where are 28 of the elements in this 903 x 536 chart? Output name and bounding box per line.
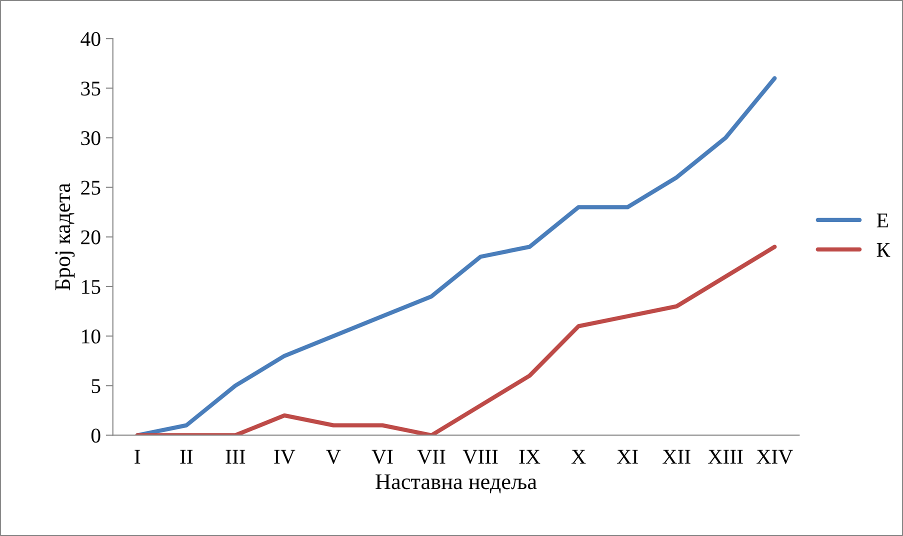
legend-label: К xyxy=(876,243,890,257)
x-tick-label: III xyxy=(226,450,246,464)
x-tick-label: XI xyxy=(617,450,638,464)
y-tick-label: 10 xyxy=(82,329,100,344)
y-axis-title: Број кадета xyxy=(55,183,75,290)
y-tick-label: 35 xyxy=(81,82,100,96)
y-tick-label: 40 xyxy=(80,32,100,46)
x-tick-label: XII xyxy=(662,450,690,464)
y-tick-label: 20 xyxy=(81,230,100,244)
x-tick-label: VIII xyxy=(462,450,498,464)
x-tick-label: II xyxy=(180,450,193,464)
x-tick-label: VI xyxy=(372,450,393,464)
x-tick-label: IX xyxy=(519,450,540,464)
x-tick-label: IV xyxy=(274,450,296,464)
y-tick-label: 25 xyxy=(81,180,100,195)
x-tick-label: XIV xyxy=(756,450,793,464)
x-tick-label: V xyxy=(326,450,341,464)
x-axis-title: Наставна недеља xyxy=(376,474,537,494)
y-tick-label: 5 xyxy=(92,379,100,394)
x-tick-label: I xyxy=(134,450,140,464)
y-tick-label: 0 xyxy=(91,428,100,443)
y-tick-label: 30 xyxy=(81,131,100,146)
x-tick-label: XIII xyxy=(708,450,743,464)
line-series xyxy=(135,244,777,436)
x-tick-label: X xyxy=(572,450,586,464)
legend-label: Е xyxy=(876,214,888,228)
y-tick-label: 15 xyxy=(82,280,100,294)
x-tick-label: VII xyxy=(417,450,446,464)
